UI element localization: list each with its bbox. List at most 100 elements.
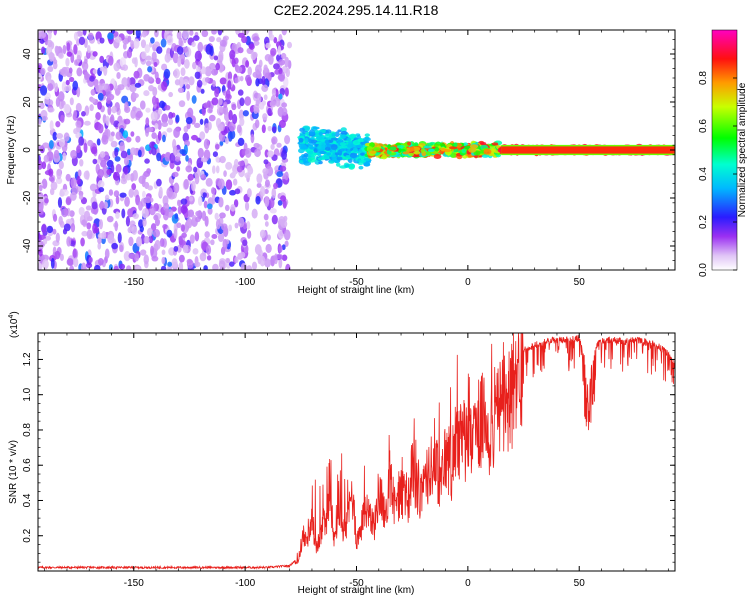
- heatmap-cell: [130, 147, 137, 156]
- heatmap-cell: [211, 233, 218, 239]
- heatmap-cell: [164, 152, 172, 162]
- heatmap-cell: [153, 61, 158, 68]
- heatmap-cell: [208, 114, 216, 122]
- heatmap-cell: [261, 75, 266, 86]
- heatmap-cell: [73, 128, 78, 135]
- heatmap-cell: [66, 236, 72, 247]
- heatmap-cell: [218, 62, 224, 73]
- heatmap-cell: [126, 148, 131, 156]
- heatmap-cell: [127, 35, 132, 43]
- bottom-y-ticks: 0.2 0.4 0.6 0.8 1.0 1.2: [22, 332, 675, 572]
- heatmap-cell: [94, 82, 99, 89]
- heatmap-cell: [127, 226, 133, 234]
- heatmap-cell: [271, 136, 278, 145]
- heatmap-cell: [78, 194, 84, 200]
- heatmap-cell: [480, 149, 485, 154]
- heatmap-cell: [264, 179, 270, 188]
- heatmap-cell: [256, 182, 262, 188]
- heatmap-cell: [101, 231, 107, 240]
- heatmap-cell: [166, 229, 173, 238]
- heatmap-cell: [135, 236, 143, 247]
- heatmap-cell: [69, 97, 74, 106]
- heatmap-cell: [123, 157, 130, 166]
- heatmap-cell: [207, 207, 213, 215]
- heatmap-cell: [147, 66, 153, 73]
- heatmap-cell: [211, 30, 217, 35]
- heatmap-cell: [114, 156, 121, 162]
- heatmap-cell: [263, 94, 268, 101]
- heatmap-cell: [250, 133, 255, 144]
- heatmap-cell: [264, 188, 269, 195]
- heatmap-cell: [264, 54, 272, 62]
- heatmap-cell: [76, 67, 83, 77]
- heatmap-cell: [119, 244, 124, 253]
- heatmap-cell: [317, 152, 322, 157]
- heatmap-cell: [212, 151, 218, 158]
- heatmap-cell: [203, 200, 208, 209]
- heatmap-cell: [107, 106, 112, 116]
- heatmap-cell: [284, 87, 289, 97]
- heatmap-cell: [128, 188, 135, 198]
- heatmap-cell: [491, 142, 499, 146]
- heatmap-cell: [262, 113, 268, 121]
- heatmap-cell: [278, 244, 283, 253]
- heatmap-cell: [199, 252, 207, 262]
- heatmap-cell: [104, 248, 110, 259]
- heatmap-cell: [111, 242, 118, 250]
- bottom-x-tick-label: 0: [465, 578, 471, 589]
- colorbar-tick-label: 0.2: [698, 215, 709, 229]
- heatmap-cell: [176, 166, 181, 172]
- heatmap-cell: [98, 123, 104, 134]
- heatmap-cell: [267, 125, 273, 132]
- heatmap-cell: [278, 119, 286, 129]
- heatmap-cell: [68, 76, 75, 83]
- heatmap-cell: [159, 238, 165, 247]
- heatmap-cell: [126, 265, 132, 270]
- heatmap-cell: [143, 73, 150, 82]
- heatmap-cell: [115, 195, 120, 205]
- heatmap-cell: [136, 110, 143, 119]
- heatmap-cell: [253, 40, 260, 46]
- heatmap-cell: [86, 229, 93, 240]
- heatmap-cell: [325, 129, 332, 134]
- heatmap-cell: [232, 113, 238, 125]
- heatmap-cell: [145, 117, 150, 127]
- heatmap-cell: [75, 102, 82, 113]
- heatmap-cell: [183, 59, 190, 69]
- heatmap-cell: [161, 113, 169, 124]
- heatmap-cell: [139, 100, 146, 110]
- heatmap-cell: [63, 85, 71, 92]
- heatmap-cell: [143, 236, 150, 244]
- heatmap-cell: [433, 153, 442, 160]
- heatmap-cell: [144, 44, 151, 54]
- heatmap-cell: [94, 264, 101, 270]
- heatmap-cell: [228, 121, 236, 132]
- heatmap-cell: [234, 256, 239, 264]
- heatmap-cell: [54, 250, 61, 260]
- heatmap-cell: [324, 133, 332, 139]
- heatmap-cell: [312, 126, 320, 130]
- heatmap-cell: [154, 123, 159, 130]
- heatmap-cell: [117, 84, 125, 91]
- heatmap-cell: [182, 244, 189, 254]
- heatmap-cell: [90, 97, 96, 104]
- heatmap-cell: [193, 122, 201, 129]
- heatmap-cell: [138, 201, 143, 211]
- heatmap-cell: [326, 152, 332, 156]
- heatmap-cell: [158, 186, 163, 198]
- heatmap-cell: [299, 127, 305, 133]
- heatmap-cell: [75, 120, 82, 128]
- heatmap-cell: [204, 231, 210, 238]
- heatmap-cell: [178, 236, 183, 246]
- heatmap-cell: [355, 144, 364, 149]
- heatmap-cell: [265, 243, 272, 253]
- heatmap-cell: [194, 231, 200, 242]
- heatmap-cell: [427, 148, 435, 153]
- heatmap-cell: [59, 190, 65, 197]
- heatmap-cell: [285, 67, 291, 78]
- heatmap-cell: [128, 236, 134, 247]
- heatmap-cell: [319, 151, 327, 155]
- heatmap-cell: [141, 30, 147, 38]
- heatmap-cell: [43, 154, 50, 163]
- heatmap-cell: [221, 223, 228, 231]
